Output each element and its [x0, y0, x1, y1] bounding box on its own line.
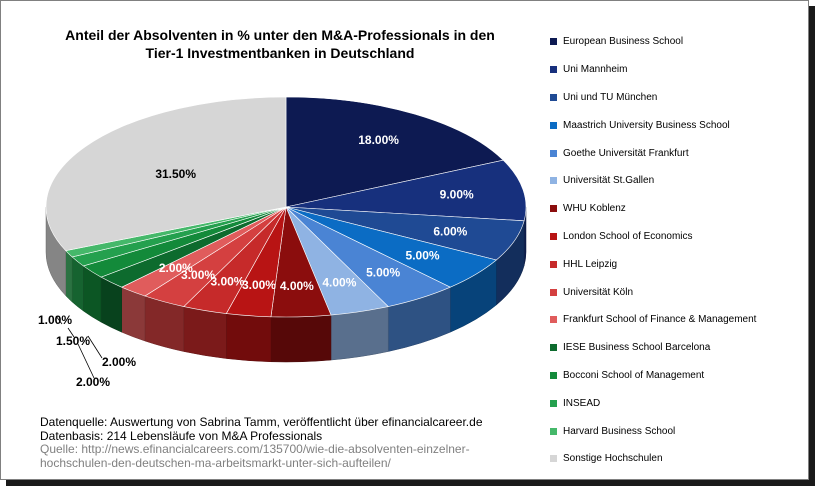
data-label-13: 1.50% [56, 334, 90, 348]
source-line-1: Datenquelle: Auswertung von Sabrina Tamm… [40, 415, 483, 429]
legend-swatch [550, 66, 557, 74]
leader-line-14 [55, 315, 63, 325]
legend-label: Bocconi School of Management [563, 369, 705, 381]
legend-label: IESE Business School Barcelona [563, 342, 711, 354]
pie-slice-15 [45, 96, 287, 252]
legend-item: HHL Leipzig [550, 250, 800, 278]
pie-side-6 [270, 314, 332, 363]
pie-side-10 [121, 286, 146, 342]
legend-item: Universität St.Gallen [550, 167, 800, 195]
legend-label: Uni und TU München [563, 91, 658, 103]
data-label-7: 3.00% [242, 278, 276, 292]
data-label-8: 3.00% [210, 275, 244, 289]
legend-swatch [550, 288, 557, 296]
legend-swatch [550, 260, 557, 268]
pie-side-5 [330, 306, 389, 361]
legend-swatch [550, 93, 557, 101]
legend-item: Sonstige Hochschulen [550, 445, 800, 473]
chart-title-line-1: Anteil der Absolventen in % unter den M&… [65, 27, 495, 43]
legend-item: IESE Business School Barcelona [550, 334, 800, 362]
data-label-10: 2.00% [159, 261, 193, 275]
legend-item: WHU Koblenz [550, 195, 800, 223]
legend-swatch [550, 149, 557, 157]
legend-item: Harvard Business School [550, 417, 800, 445]
data-label-11: 2.00% [102, 355, 136, 369]
legend-label: INSEAD [563, 397, 601, 409]
data-label-0: 18.00% [358, 133, 399, 147]
chart-title-line-2: Tier-1 Investmentbanken in Deutschland [145, 45, 415, 61]
pie-slice-1 [285, 159, 527, 222]
legend-swatch [550, 427, 557, 435]
leader-line-11 [87, 335, 103, 359]
legend-label: Goethe Universität Frankfurt [563, 147, 689, 159]
data-label-9: 3.00% [181, 268, 215, 282]
legend-label: Harvard Business School [563, 425, 676, 437]
legend-item: Frankfurt School of Finance & Management [550, 306, 800, 334]
legend-label: European Business School [563, 36, 684, 48]
legend-item: Uni und TU München [550, 84, 800, 112]
legend-label: WHU Koblenz [563, 203, 626, 215]
chart-legend: European Business School Uni Mannheim Uni … [550, 28, 800, 473]
source-notes: Datenquelle: Auswertung von Sabrina Tamm… [40, 415, 560, 470]
legend-label: HHL Leipzig [563, 258, 618, 270]
legend-label: Frankfurt School of Finance & Management [563, 314, 757, 326]
legend-swatch [550, 399, 557, 407]
legend-swatch [550, 121, 557, 129]
legend-label: Universität St.Gallen [563, 175, 655, 187]
data-label-6: 4.00% [280, 279, 314, 293]
data-label-3: 5.00% [406, 249, 440, 263]
source-line-2: Datenbasis: 214 Lebensläufe von M&A Prof… [40, 428, 323, 443]
legend-swatch [550, 232, 557, 240]
legend-item: Maastrich University Business School [550, 111, 800, 139]
leader-line-12 [77, 343, 95, 379]
legend-item: London School of Economics [550, 223, 800, 251]
leader-line-13 [67, 327, 75, 338]
legend-item: Bocconi School of Management [550, 362, 800, 390]
source-url-line-1[interactable]: Quelle: http://news.efinancialcareers.co… [40, 442, 470, 456]
legend-item: Universität Köln [550, 278, 800, 306]
legend-label: Universität Köln [563, 286, 634, 298]
data-label-14: 1.00% [38, 313, 72, 327]
pie-side-7 [226, 313, 272, 363]
legend-swatch [550, 177, 557, 185]
legend-item: European Business School [550, 28, 800, 56]
legend-swatch [550, 455, 557, 463]
legend-label: London School of Economics [563, 230, 693, 242]
legend-item: Goethe Universität Frankfurt [550, 139, 800, 167]
data-label-4: 5.00% [366, 266, 400, 280]
legend-swatch [550, 38, 557, 46]
pie-side-8 [183, 306, 227, 359]
legend-label: Uni Mannheim [563, 64, 628, 76]
legend-item: INSEAD [550, 389, 800, 417]
data-label-5: 4.00% [322, 275, 356, 289]
legend-swatch [550, 344, 557, 352]
source-url-line-2[interactable]: hochschulen-den-deutschen-ma-arbeitsmark… [40, 455, 391, 470]
chart-title: Anteil der Absolventen in % unter den M&… [30, 26, 530, 62]
data-label-1: 9.00% [440, 188, 474, 202]
data-label-12: 2.00% [76, 375, 110, 389]
legend-label: Maastrich University Business School [563, 119, 730, 131]
legend-item: Uni Mannheim [550, 56, 800, 84]
legend-swatch [550, 371, 557, 379]
legend-swatch [550, 316, 557, 324]
data-label-2: 6.00% [433, 224, 467, 238]
pie-slice-0 [285, 96, 504, 208]
data-label-15: 31.50% [155, 167, 196, 181]
legend-label: Sonstige Hochschulen [563, 453, 663, 465]
legend-swatch [550, 205, 557, 213]
pie-side-14 [65, 250, 73, 303]
